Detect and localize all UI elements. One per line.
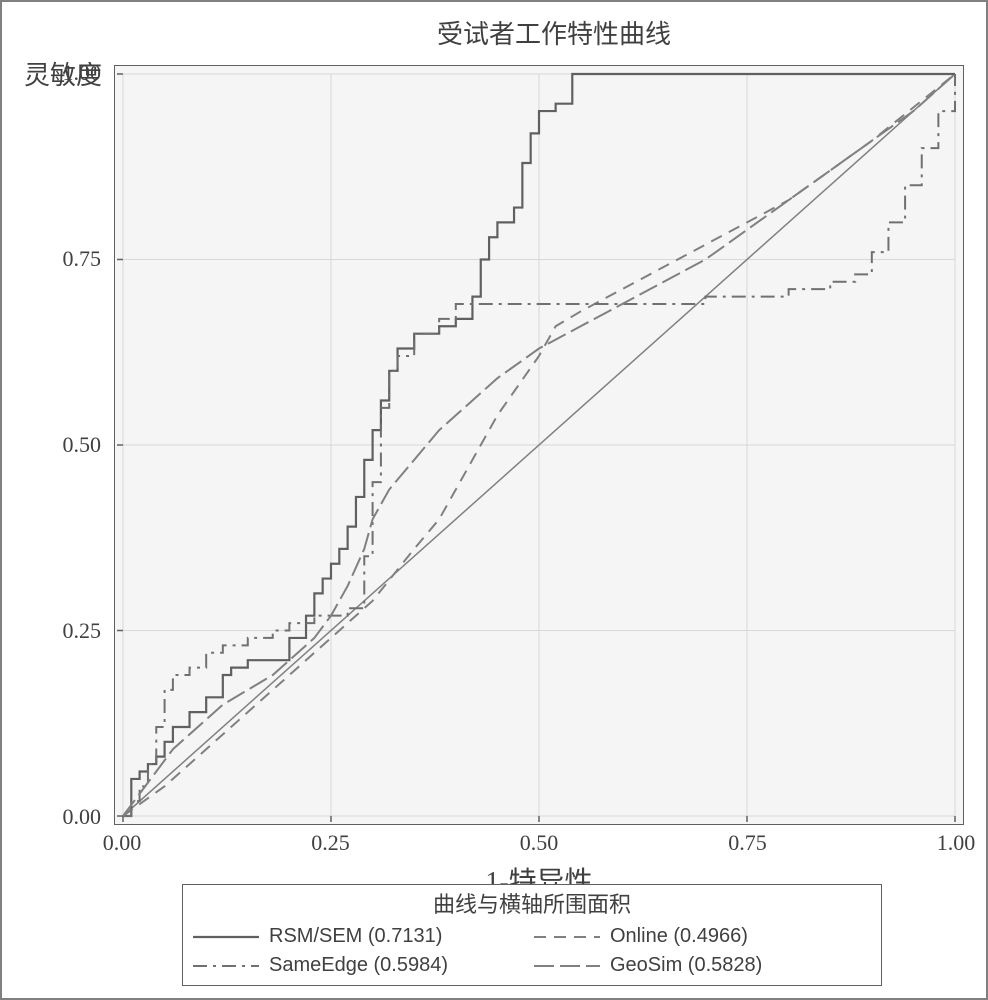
legend-label: GeoSim (0.5828)	[610, 954, 762, 977]
legend-title: 曲线与横轴所围面积	[183, 885, 881, 921]
x-tick-label: 1.00	[937, 830, 976, 856]
y-axis-ticks: 0.000.250.500.751.00	[14, 65, 109, 825]
legend-swatch	[532, 956, 602, 976]
x-tick-label: 0.75	[728, 830, 767, 856]
legend-item-SameEdge: SameEdge (0.5984)	[191, 954, 532, 977]
chart-area: 灵敏度 0.000.250.500.751.00 0.000.250.500.7…	[14, 55, 974, 875]
y-tick-label: 0.75	[63, 246, 102, 272]
roc-plot	[114, 65, 964, 825]
legend-swatch	[191, 927, 261, 947]
y-tick-label: 1.00	[63, 60, 102, 86]
chart-title: 受试者工作特性曲线	[14, 14, 974, 51]
x-tick-label: 0.25	[311, 830, 350, 856]
x-tick-label: 0.50	[520, 830, 559, 856]
legend-label: RSM/SEM (0.7131)	[269, 925, 442, 948]
legend-item-RSM/SEM: RSM/SEM (0.7131)	[191, 925, 532, 948]
legend-label: Online (0.4966)	[610, 925, 748, 948]
legend-item-Online: Online (0.4966)	[532, 925, 873, 948]
y-tick-label: 0.25	[63, 618, 102, 644]
legend-swatch	[191, 956, 261, 976]
y-tick-label: 0.50	[63, 432, 102, 458]
legend-label: SameEdge (0.5984)	[269, 954, 448, 977]
legend-grid: RSM/SEM (0.7131) Online (0.4966) SameEdge …	[183, 921, 881, 985]
legend-swatch	[532, 927, 602, 947]
y-tick-label: 0.00	[63, 804, 102, 830]
x-tick-label: 0.00	[103, 830, 142, 856]
x-axis-ticks: 0.000.250.500.751.00	[114, 830, 964, 860]
chart-frame: 受试者工作特性曲线 灵敏度 0.000.250.500.751.00 0.000…	[0, 0, 988, 1000]
legend: 曲线与横轴所围面积 RSM/SEM (0.7131) Online (0.4966…	[182, 884, 882, 986]
legend-item-GeoSim: GeoSim (0.5828)	[532, 954, 873, 977]
